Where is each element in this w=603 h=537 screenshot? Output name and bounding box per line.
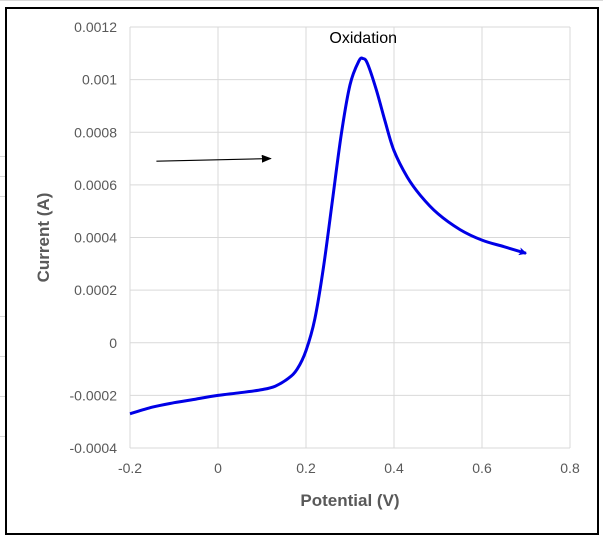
- sheet-gridline: [0, 156, 5, 157]
- x-tick-label: 0.2: [296, 460, 316, 476]
- annotation-arrow: [156, 154, 272, 163]
- series-line: [129, 56, 527, 416]
- x-tick-label: 0.8: [560, 460, 580, 476]
- annotation-label: Oxidation: [329, 30, 397, 47]
- x-axis-title: Potential (V): [300, 491, 399, 510]
- y-axis-title: Current (A): [34, 193, 53, 283]
- sheet-gridline: [0, 196, 5, 197]
- y-tick-label: 0.0012: [74, 19, 117, 35]
- y-tick-label: 0.0004: [74, 230, 117, 246]
- gridlines: [129, 26, 571, 449]
- y-tick-label: 0.0002: [74, 282, 117, 298]
- y-tick-label: -0.0004: [70, 440, 118, 456]
- chart-area[interactable]: -0.0004 -0.0002 0 0.0002 0.0004 0.0006 0.0008 0…: [5, 7, 599, 535]
- x-tick-labels: -0.2 0 0.2 0.4 0.6 0.8: [118, 460, 580, 476]
- sheet-gridline: [0, 0, 603, 1]
- series-layer: [129, 56, 527, 416]
- x-tick-label: 0.6: [472, 460, 492, 476]
- x-tick-label: 0: [214, 460, 222, 476]
- y-tick-label: 0.0008: [74, 124, 117, 140]
- y-tick-labels: -0.0004 -0.0002 0 0.0002 0.0004 0.0006 0.0008 0…: [70, 19, 118, 456]
- y-tick-label: 0.001: [82, 72, 117, 88]
- y-tick-label: -0.0002: [70, 387, 118, 403]
- sheet-gridline: [0, 396, 5, 397]
- line-chart: -0.0004 -0.0002 0 0.0002 0.0004 0.0006 0.0008 0…: [34, 19, 580, 510]
- sheet-gridline: [0, 176, 5, 177]
- annotations: Oxidation: [156, 30, 397, 163]
- y-tick-label: 0.0006: [74, 177, 117, 193]
- x-tick-label: -0.2: [118, 460, 142, 476]
- y-tick-label: 0: [109, 335, 117, 351]
- sheet-gridline: [0, 436, 5, 437]
- sheet-gridline: [0, 356, 5, 357]
- sheet-gridline: [0, 316, 5, 317]
- x-tick-label: 0.4: [384, 460, 404, 476]
